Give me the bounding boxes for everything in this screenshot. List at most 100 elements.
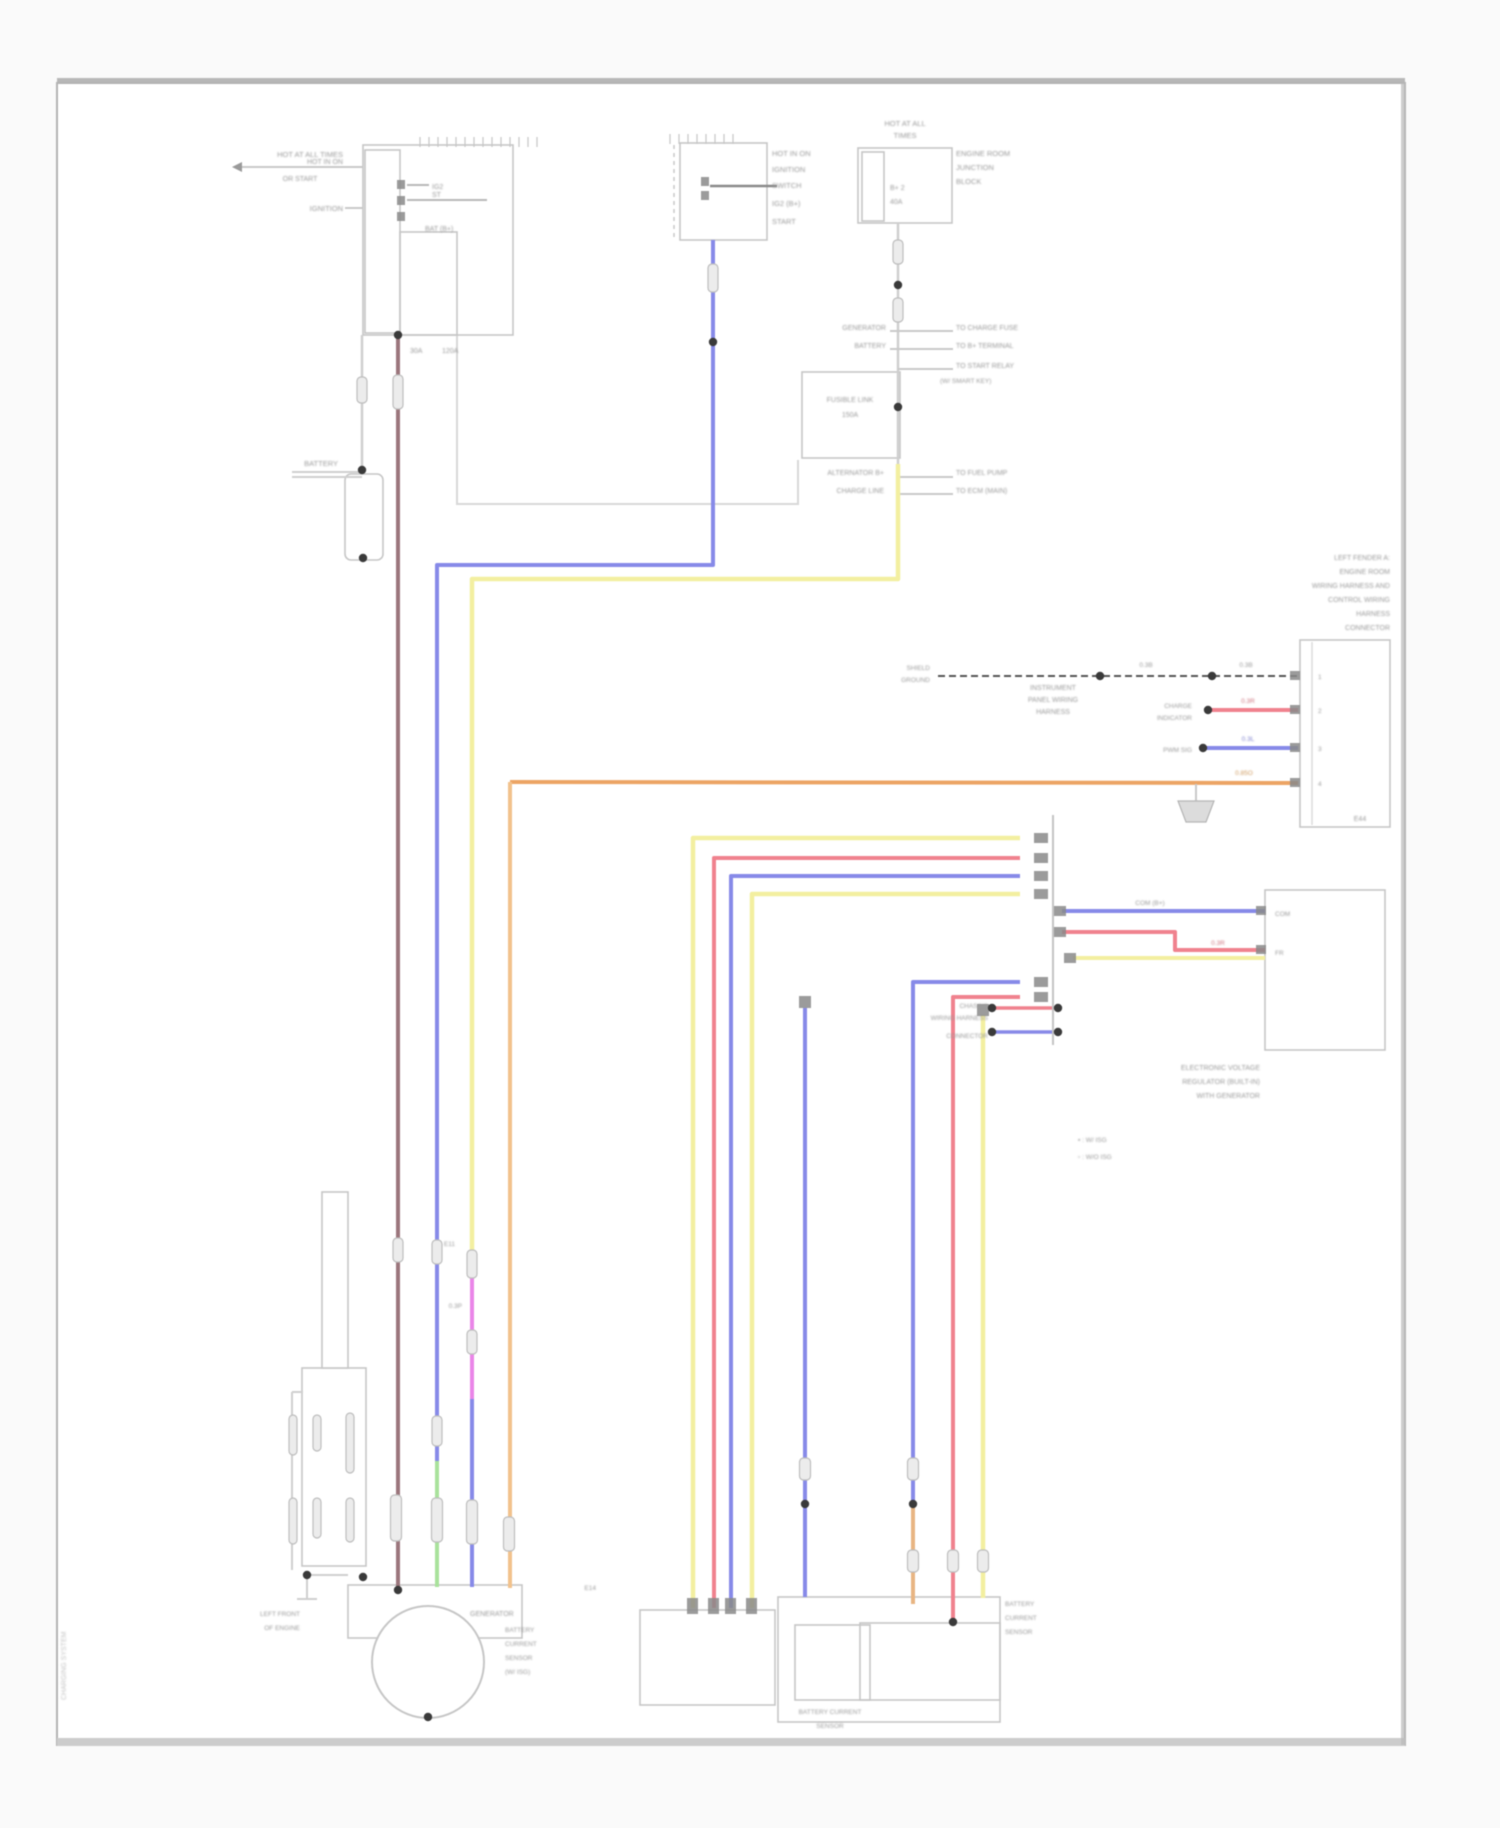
blue-ignition-wire [435, 240, 715, 1461]
diagram-label: BAT (B+) [425, 226, 453, 233]
pin-stub [977, 1004, 989, 1016]
connector-symbol [798, 1457, 812, 1481]
pin-stub [701, 191, 709, 200]
diagram-label: ENGINE ROOM [956, 149, 1010, 158]
diagram-label: GENERATOR [842, 325, 886, 332]
battery-box [344, 473, 384, 561]
diagram-label: SHIELD [907, 665, 931, 672]
diagram-label: TO CHARGE FUSE [956, 325, 1018, 332]
diagram-label: REGULATOR (BUILT-IN) [1182, 1079, 1260, 1086]
diagram-label: TO B+ TERMINAL [956, 343, 1014, 350]
yellow-harness-a [690, 835, 1020, 1608]
diagram-label: ENGINE ROOM [1339, 569, 1390, 576]
connector-symbol [465, 1499, 479, 1545]
pin-stub [1290, 778, 1300, 787]
connector-symbol [707, 263, 719, 293]
junction-dot [893, 402, 903, 412]
connector-symbol [312, 1497, 322, 1539]
diagram-label: 3 [1318, 746, 1322, 753]
diagram-label: 0.3L [1242, 736, 1255, 743]
yellow-harness-b [749, 891, 1020, 1608]
junction-dot [800, 1499, 810, 1509]
pin-stub [1290, 705, 1300, 714]
diagram-label: 2 [1318, 708, 1322, 715]
diagram-label: BLOCK [956, 177, 981, 186]
diagram-label: 4 [1318, 781, 1322, 788]
junction-dot [987, 1003, 997, 1013]
diagram-label: WITH GENERATOR [1196, 1093, 1260, 1100]
diagram-label: ALTERNATOR B+ [827, 470, 884, 477]
junction-dot [1198, 743, 1208, 753]
diagram-label: JUNCTION [956, 163, 994, 172]
diagram-label: CHARGE LINE [837, 488, 885, 495]
current-sensor-inner-box [794, 1624, 871, 1701]
panel-bottom-shadow [57, 1738, 1405, 1746]
ignition-switch-inner [364, 149, 401, 334]
red-fr-link [1062, 930, 1265, 952]
diagram-label: SENSOR [1005, 1629, 1033, 1636]
diagram-label: HOT AT ALL TIMES [277, 150, 343, 159]
pin-stub [397, 180, 405, 189]
diagram-label: HOT AT ALL [884, 119, 925, 128]
diagram-label: CURRENT [1005, 1615, 1037, 1622]
diagram-label: LEFT FRONT [260, 1611, 300, 1618]
panel-top-shadow [57, 78, 1405, 84]
junction-block-box [857, 147, 953, 224]
page-side-note: CHARGING SYSTEM [61, 1631, 68, 1700]
diagram-label: BATTERY [505, 1627, 535, 1634]
diagram-label: HARNESS [1036, 709, 1070, 716]
diagram-label: ST [432, 192, 442, 199]
diagram-label: OF ENGINE [264, 1625, 300, 1632]
pin-stub [1290, 743, 1300, 752]
pin-stub [1064, 953, 1076, 963]
diagram-label: 0.3R [1211, 940, 1225, 947]
pin-stub [1034, 853, 1048, 863]
diagram-label: OR START [283, 176, 318, 183]
diagram-label: E11 [444, 1241, 455, 1248]
diagram-label: PANEL WIRING [1028, 697, 1078, 704]
diagram-label: CONNECTOR [1345, 625, 1390, 632]
diagram-label: ▫ : W/O ISG [1078, 1154, 1112, 1161]
pin-stub [746, 1598, 757, 1614]
connector-symbol [392, 1237, 404, 1263]
generator-control-box [1264, 889, 1386, 1051]
diagram-label: SENSOR [816, 1723, 844, 1730]
diagram-label: 1 [1318, 674, 1322, 681]
diagram-label: ELECTRONIC VOLTAGE [1181, 1065, 1260, 1072]
diagram-label: 0.3B [1239, 662, 1252, 669]
pin-stub [1034, 889, 1048, 899]
diagram-label: (W/ ISG) [505, 1669, 530, 1676]
diagram-label: B+ 2 [890, 185, 905, 192]
junction-dot [893, 280, 903, 290]
connector-symbol [431, 1239, 443, 1265]
pin-stub [1054, 906, 1066, 916]
diagram-label: 30A [410, 348, 423, 355]
diagram-label: CHARGE [1164, 703, 1192, 710]
connector-symbol [892, 297, 904, 323]
connector-symbol [389, 1494, 403, 1542]
generator-circle [371, 1605, 485, 1719]
connector-symbol [430, 1497, 444, 1543]
junction-dot [908, 1499, 918, 1509]
diagram-label: GENERATOR [470, 1611, 514, 1618]
diagram-label: PWM SIG [1163, 747, 1192, 754]
connector-symbol [392, 374, 404, 410]
blue-harness-b [911, 980, 1020, 1504]
bundle-connector-box [639, 1609, 776, 1706]
diagram-label: FR [1275, 950, 1284, 957]
pin-stub [397, 196, 405, 205]
orange-sensor-wire-h [509, 780, 1299, 785]
diagram-label: CONTROL WIRING [1328, 597, 1390, 604]
diagram-label: COM [1275, 911, 1290, 918]
diagram-label: WIRING HARNESS [931, 1015, 989, 1022]
connector-symbol [356, 376, 368, 404]
feed-arrowhead [232, 162, 242, 172]
junction-dot [1203, 705, 1213, 715]
connector-symbol [312, 1414, 322, 1452]
diagram-label: TO START RELAY [956, 363, 1014, 370]
diagram-label: HOT IN ON [307, 159, 343, 166]
diagram-label: BATTERY [1005, 1601, 1035, 1608]
red-harness-b [951, 995, 1020, 1622]
